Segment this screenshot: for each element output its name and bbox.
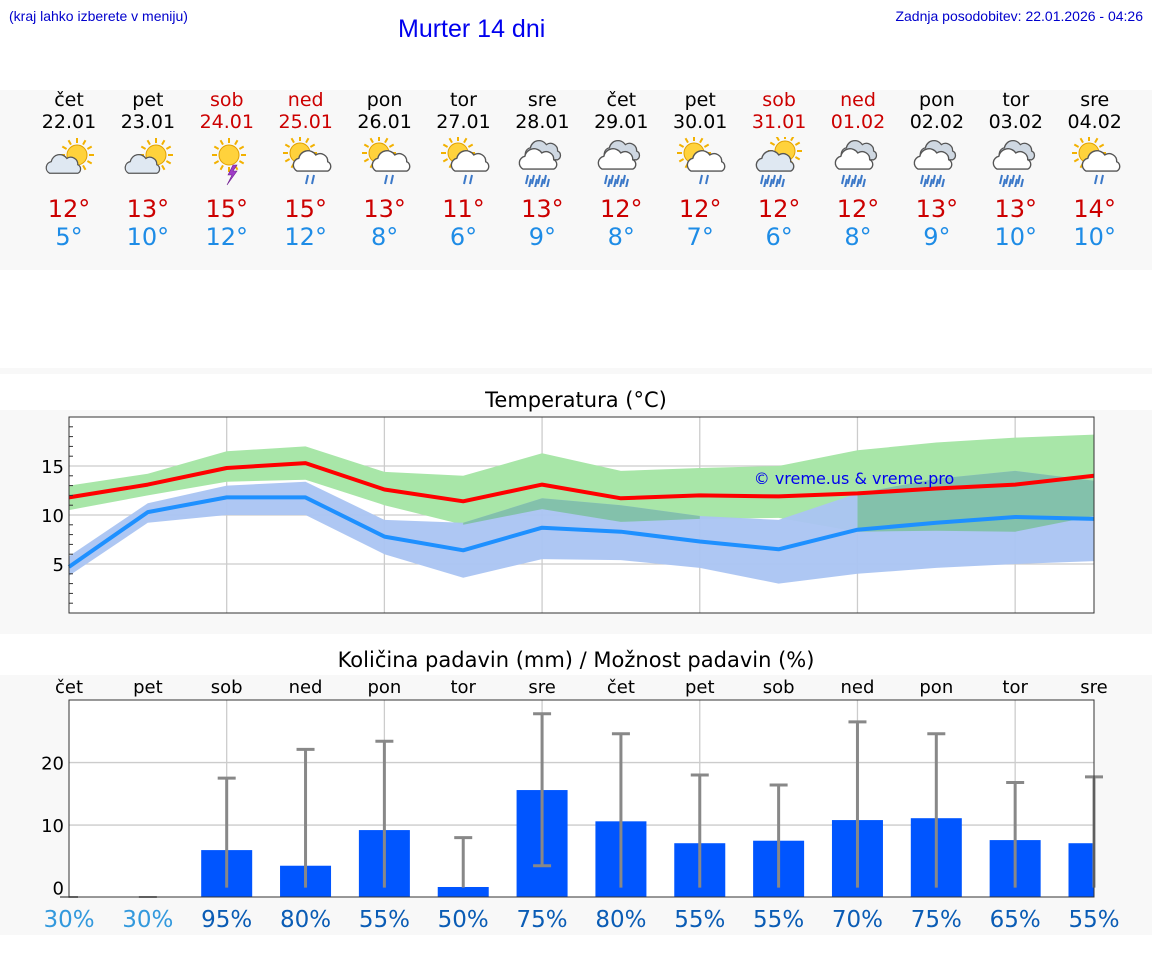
max-temp: 15° [284, 195, 327, 223]
max-temp: 12° [836, 195, 880, 223]
day-column: čet 22.01 12° 5° [29, 89, 109, 251]
day-name: čet [606, 89, 637, 111]
day-column: pet 30.01 12° 7° [660, 89, 740, 251]
day-date: 28.01 [515, 111, 570, 133]
min-temp: 8° [370, 223, 399, 251]
min-temp: 5° [55, 223, 83, 251]
max-temp: 14° [1073, 195, 1116, 223]
day-column: pon 02.02 13° 9° [897, 89, 977, 251]
day-date: 25.01 [278, 111, 333, 133]
sun-rain-icon [1071, 137, 1121, 185]
day-column: čet 29.01 12° 8° [581, 89, 661, 251]
sun-rain-icon [677, 137, 726, 185]
precip-chart-band [0, 675, 1152, 935]
day-date: 02.02 [909, 111, 965, 133]
min-temp: 10° [1073, 223, 1116, 251]
cloud-heavy-rain-icon [834, 140, 878, 187]
sun-cloud-icon [45, 138, 94, 174]
min-temp: 6° [765, 223, 793, 251]
min-temp: 8° [844, 223, 872, 251]
day-column: tor 27.01 11° 6° [424, 89, 504, 251]
day-column: sob 31.01 12° 6° [739, 89, 819, 251]
max-temp: 13° [126, 195, 170, 223]
min-temp: 12° [284, 223, 327, 251]
day-date: 24.01 [199, 111, 254, 133]
day-column: ned 25.01 15° 12° [266, 89, 346, 251]
max-temp: 13° [994, 195, 1038, 223]
day-date: 03.02 [988, 111, 1043, 133]
temp-chart-band [0, 410, 1152, 634]
day-name: sob [762, 89, 796, 111]
day-name: tor [450, 89, 477, 111]
day-name: sre [527, 89, 557, 111]
day-name: pon [919, 89, 955, 111]
location-hint: (kraj lahko izberete v meniju) [9, 8, 188, 24]
sun-heavy-rain-icon [755, 137, 803, 187]
cloud-heavy-rain-icon [519, 140, 562, 187]
max-temp: 15° [205, 195, 249, 223]
min-temp: 10° [126, 223, 170, 251]
day-name: tor [1002, 89, 1030, 111]
day-name: pet [684, 89, 716, 111]
sun-rain-icon [361, 137, 410, 185]
day-date: 30.01 [672, 111, 728, 133]
day-column: sre 28.01 13° 9° [502, 89, 582, 251]
day-date: 22.01 [41, 111, 97, 133]
day-date: 29.01 [594, 111, 649, 133]
page-title: Murter 14 dni [398, 15, 546, 43]
day-name: sre [1080, 89, 1110, 111]
min-temp: 7° [686, 223, 714, 251]
cloud-heavy-rain-icon [598, 140, 641, 187]
sun-storm-icon [211, 138, 246, 186]
sun-rain-icon [282, 137, 332, 185]
max-temp: 13° [363, 195, 406, 223]
day-name: čet [54, 89, 84, 111]
day-date: 04.02 [1067, 111, 1122, 133]
day-date: 26.01 [357, 111, 412, 133]
day-name: sob [210, 89, 244, 111]
day-name: pet [132, 89, 164, 111]
day-name: ned [840, 89, 876, 111]
day-name: ned [287, 89, 324, 111]
precip-chart-title: Količina padavin (mm) / Možnost padavin … [337, 648, 815, 672]
min-temp: 8° [607, 223, 635, 251]
min-temp: 10° [994, 223, 1038, 251]
sun-rain-icon [440, 137, 489, 185]
max-temp: 11° [442, 195, 485, 223]
temp-chart-title: Temperatura (°C) [485, 388, 667, 412]
max-temp: 13° [521, 195, 564, 223]
max-temp: 12° [757, 195, 801, 223]
day-date: 27.01 [436, 111, 491, 133]
day-date: 31.01 [751, 111, 807, 133]
last-update: Zadnja posodobitev: 22.01.2026 - 04:26 [895, 8, 1143, 24]
min-temp: 9° [923, 223, 951, 251]
cloud-heavy-rain-icon [913, 140, 956, 187]
max-temp: 13° [915, 195, 959, 223]
day-column: sre 04.02 14° 10° [1055, 89, 1135, 251]
forecast-band [0, 90, 1152, 270]
min-temp: 6° [449, 223, 478, 251]
day-name: pon [366, 89, 403, 111]
day-column: sob 24.01 15° 12° [187, 89, 267, 251]
max-temp: 12° [47, 195, 91, 223]
day-column: pon 26.01 13° 8° [345, 89, 425, 251]
separator-band [0, 368, 1152, 374]
min-temp: 12° [205, 223, 249, 251]
day-date: 01.02 [830, 111, 886, 133]
day-date: 23.01 [120, 111, 176, 133]
min-temp: 9° [528, 223, 557, 251]
day-column: tor 03.02 13° 10° [976, 89, 1056, 251]
cloud-heavy-rain-icon [992, 140, 1035, 187]
sun-cloud-icon [124, 138, 173, 174]
max-temp: 12° [678, 195, 722, 223]
day-column: pet 23.01 13° 10° [108, 89, 188, 251]
max-temp: 12° [600, 195, 643, 223]
day-column: ned 01.02 12° 8° [818, 89, 898, 251]
